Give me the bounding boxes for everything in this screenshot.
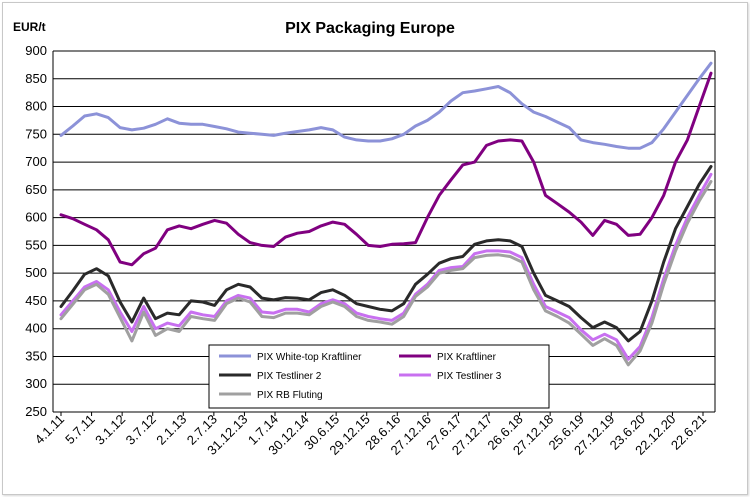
x-axis-ticks: 4.1.115.7.113.1.123.7.122.1.132.7.1331.1…	[32, 412, 709, 458]
series-line-0	[59, 61, 713, 150]
legend-label-4: PIX RB Fluting	[257, 390, 323, 401]
legend-label-3: PIX Testliner 3	[437, 371, 502, 382]
y-tick-label: 500	[25, 265, 47, 280]
chart-title: PIX Packaging Europe	[285, 20, 455, 37]
legend-label-1: PIX Kraftliner	[437, 352, 497, 363]
y-tick-label: 700	[25, 154, 47, 169]
series-line-3	[59, 172, 713, 361]
y-tick-label: 350	[25, 348, 47, 363]
line-chart: PIX Packaging Europe EUR/t 250 300 350 400 4…	[13, 20, 716, 458]
y-tick-label: 600	[25, 210, 47, 225]
y-axis-ticks: 250 300 350 400 450 500 550 600 650 700 750 800 850 9…	[25, 43, 47, 419]
y-tick-label: 900	[25, 43, 47, 58]
y-tick-label: 300	[25, 376, 47, 391]
x-tick-label: 5.7.11	[62, 412, 97, 447]
y-tick-label: 400	[25, 321, 47, 336]
x-tick-label: 3.7.12	[123, 412, 159, 448]
series-lines	[59, 61, 713, 367]
y-tick-label: 450	[25, 293, 47, 308]
series-line-2	[59, 165, 713, 343]
y-axis-unit: EUR/t	[13, 20, 46, 34]
y-tick-label: 550	[25, 237, 47, 252]
y-tick-label: 850	[25, 71, 47, 86]
y-tick-label: 750	[25, 126, 47, 141]
y-tick-label: 800	[25, 99, 47, 114]
x-tick-label: 2.1.13	[153, 412, 189, 448]
grid-lines	[52, 50, 716, 413]
y-tick-label: 650	[25, 182, 47, 197]
legend-label-0: PIX White-top Kraftliner	[257, 352, 362, 363]
legend-box	[208, 344, 550, 409]
legend-label-2: PIX Testliner 2	[257, 371, 322, 382]
x-tick-label: 3.1.12	[92, 412, 128, 448]
series-line-4	[59, 180, 713, 367]
series-line-1	[59, 71, 713, 267]
y-tick-label: 250	[25, 404, 47, 419]
legend: PIX White-top Kraftliner PIX Kraftliner PI…	[208, 344, 550, 409]
